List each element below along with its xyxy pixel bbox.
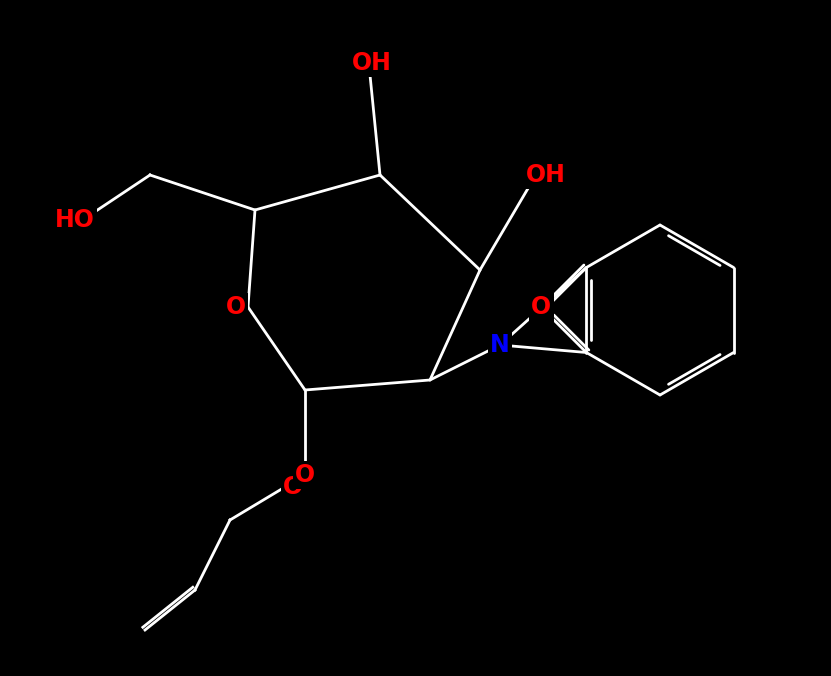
Text: O: O [531, 295, 552, 320]
Text: O: O [283, 475, 303, 499]
Text: N: N [490, 333, 510, 357]
Text: O: O [531, 301, 552, 324]
Text: O: O [226, 295, 246, 319]
Text: HO: HO [55, 208, 95, 232]
Text: O: O [295, 463, 315, 487]
Text: OH: OH [352, 51, 392, 75]
Text: OH: OH [526, 163, 566, 187]
